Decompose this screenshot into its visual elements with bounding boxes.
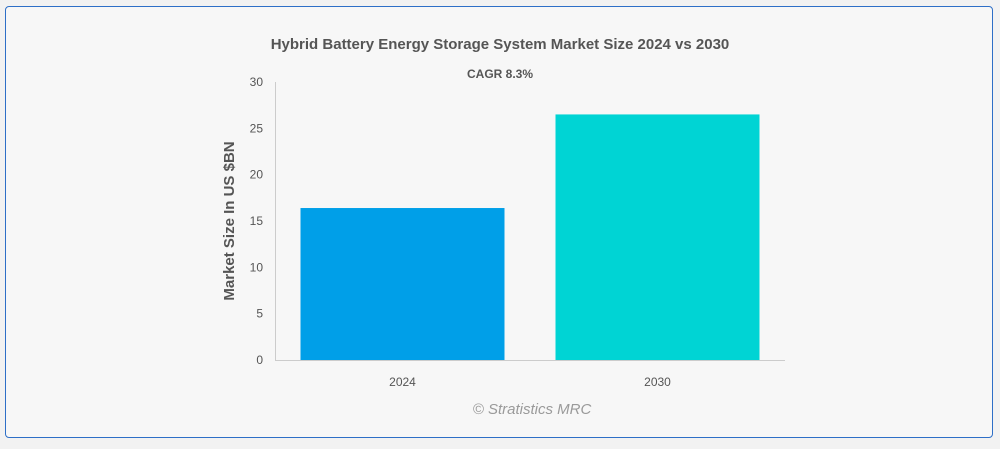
y-tick-label: 0 (256, 353, 263, 367)
x-tick-label: 2024 (389, 375, 416, 389)
y-tick-label: 25 (250, 121, 264, 135)
y-tick-label: 10 (250, 260, 264, 274)
y-tick-label: 30 (250, 75, 264, 89)
y-tick-label: 20 (250, 168, 264, 182)
bar-2030[interactable] (555, 114, 760, 360)
y-axis-ticks: 0 5 10 15 20 25 30 (250, 75, 264, 367)
chart-subtitle: CAGR 8.3% (467, 67, 533, 81)
x-tick-label: 2030 (644, 375, 671, 389)
bars (300, 114, 760, 360)
y-tick-label: 5 (256, 307, 263, 321)
y-axis-label: Market Size In US $BN (221, 141, 238, 300)
y-tick-label: 15 (250, 214, 264, 228)
bar-2024[interactable] (300, 208, 505, 360)
x-axis-ticks: 2024 2030 (389, 375, 671, 389)
watermark: © Stratistics MRC (473, 401, 592, 418)
chart-title: Hybrid Battery Energy Storage System Mar… (271, 36, 730, 53)
